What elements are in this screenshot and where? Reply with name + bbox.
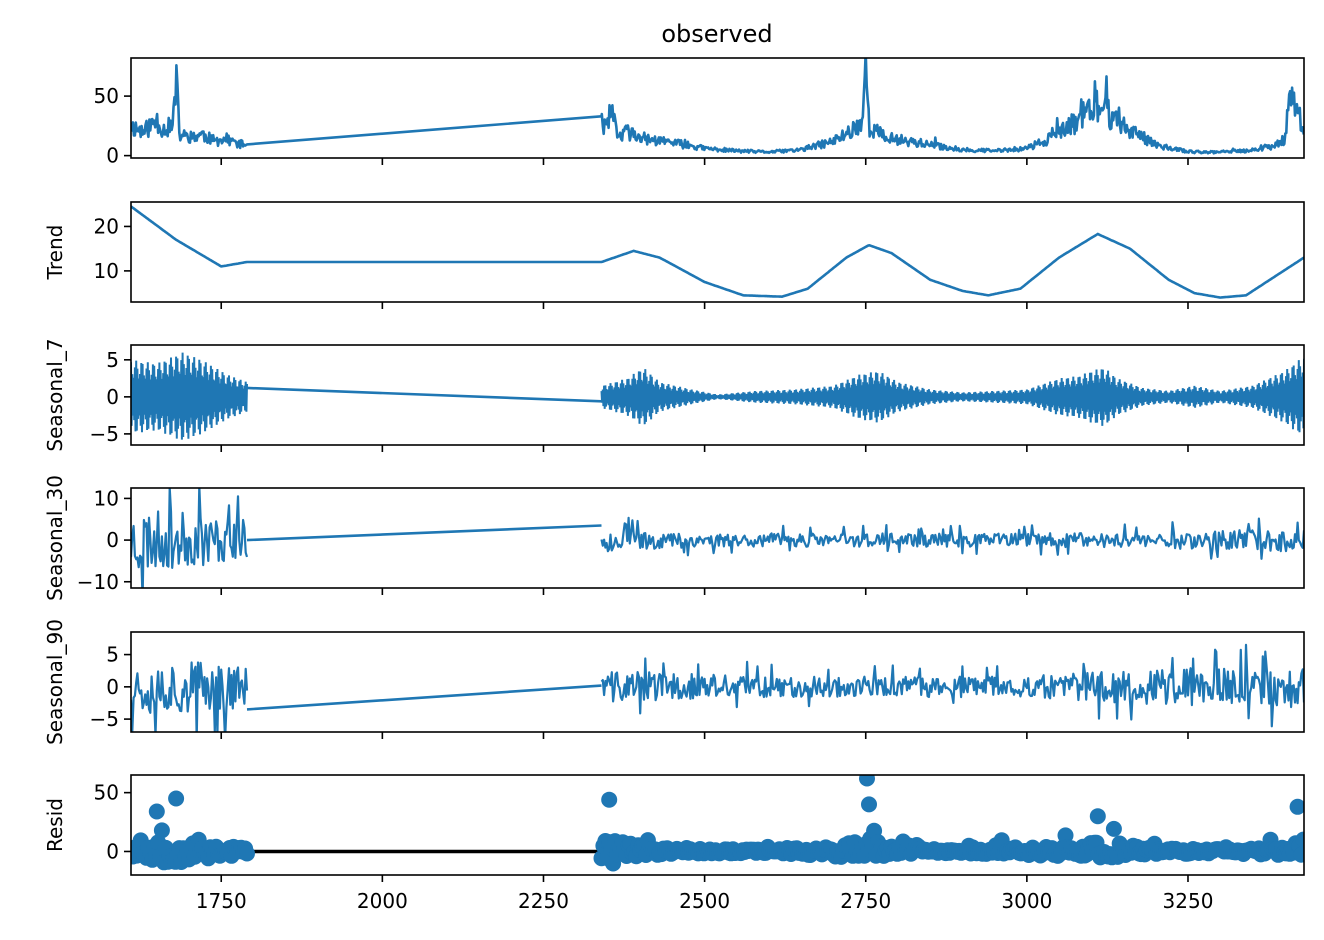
seasonal_90-ytick-label: 5: [106, 643, 119, 667]
resid-ytick-label: 50: [94, 781, 119, 805]
resid-point: [1105, 820, 1122, 837]
seasonal_30-ytick-label: 0: [106, 528, 119, 552]
seasonal_90-gap-line: [246, 684, 602, 711]
seasonal_90-axes-frame: [130, 631, 1305, 733]
observed-axes-frame: [130, 57, 1305, 159]
seasonal_7-ytick-label: −5: [90, 422, 119, 446]
seasonal_30-ylabel: Seasonal_30: [43, 475, 67, 601]
trend-ytick-label: 10: [94, 259, 119, 283]
panels: 0501020Trend−505Seasonal_7−10010Seasonal…: [43, 57, 1305, 913]
seasonal_7-ytick-label: 5: [106, 348, 119, 372]
seasonal_7-series-line-0: [131, 352, 248, 440]
trend-axes-frame: [130, 201, 1305, 303]
xtick-label: 2250: [518, 889, 569, 913]
xtick-label: 2500: [679, 889, 730, 913]
seasonal_30-plot-area: [131, 488, 1304, 588]
trend-plot-area: [131, 205, 1304, 299]
seasonal_90-series-line-0: [131, 661, 249, 732]
xtick-label: 3000: [1001, 889, 1052, 913]
seasonal_30-series-line-1: [600, 516, 1304, 560]
observed-plot-area: [131, 58, 1304, 155]
seasonal_7-series-line-1: [600, 358, 1304, 433]
seasonal_30-axes-frame: [130, 487, 1305, 589]
observed-ytick-label: 50: [94, 84, 119, 108]
seasonal_7-gap-line: [246, 386, 602, 403]
resid-point: [1289, 798, 1304, 815]
resid-point: [168, 790, 185, 807]
seasonal_7-axes-frame: [130, 344, 1305, 446]
seasonal_30-gap-line: [246, 524, 602, 542]
xtick-label: 2000: [357, 889, 408, 913]
observed-ytick-label: 0: [106, 144, 119, 168]
resid-point: [148, 803, 165, 820]
seasonal_30-ytick-label: −10: [77, 570, 119, 594]
panel-seasonal_90: −5 0 5 Seasonal_90: [43, 619, 1305, 745]
seasonal_90-ylabel: Seasonal_90: [43, 619, 67, 745]
panel-trend: 10 20 Trend: [43, 201, 1305, 309]
panel-seasonal_30: −10 0 10 Seasonal_30: [43, 475, 1305, 601]
trend-series-line: [131, 205, 1304, 299]
seasonal_30-series-line-0: [131, 488, 249, 588]
resid-point: [601, 791, 618, 808]
xtick-label: 3250: [1163, 889, 1214, 913]
trend-ytick-label: 20: [94, 214, 119, 238]
seasonal_7-plot-area: [131, 352, 1304, 440]
resid-point: [861, 796, 877, 813]
resid-point: [1089, 808, 1106, 825]
trend-ylabel: Trend: [43, 225, 67, 281]
seasonal_7-ytick-label: 0: [106, 385, 119, 409]
seasonal_90-ytick-label: −5: [90, 707, 119, 731]
panel-resid: 0 50 1750 2000 2250 2500 2750 3000 3250 Resid: [43, 774, 1305, 913]
observed-series-line: [131, 58, 1304, 155]
seasonal_7-ylabel: Seasonal_7: [43, 338, 67, 451]
seasonal_90-ytick-label: 0: [106, 675, 119, 699]
seasonal_90-plot-area: [131, 643, 1304, 732]
resid-point: [1295, 831, 1304, 848]
resid-plot-area: [131, 775, 1304, 872]
xtick-label: 1750: [196, 889, 247, 913]
resid-axes-frame: [130, 774, 1305, 876]
resid-point: [1293, 846, 1304, 863]
resid-ytick-label: 0: [106, 839, 119, 863]
resid-ylabel: Resid: [43, 798, 67, 852]
panel-observed: 0 50: [94, 57, 1305, 168]
resid-point: [153, 822, 170, 839]
panel-seasonal_7: −5 0 5 Seasonal_7: [43, 338, 1305, 452]
chart-title: observed: [661, 20, 772, 48]
xtick-label: 2750: [840, 889, 891, 913]
seasonal_30-ytick-label: 10: [94, 486, 119, 510]
resid-point: [239, 845, 255, 862]
resid-point: [859, 775, 875, 787]
seasonal_90-series-line-1: [600, 643, 1304, 728]
